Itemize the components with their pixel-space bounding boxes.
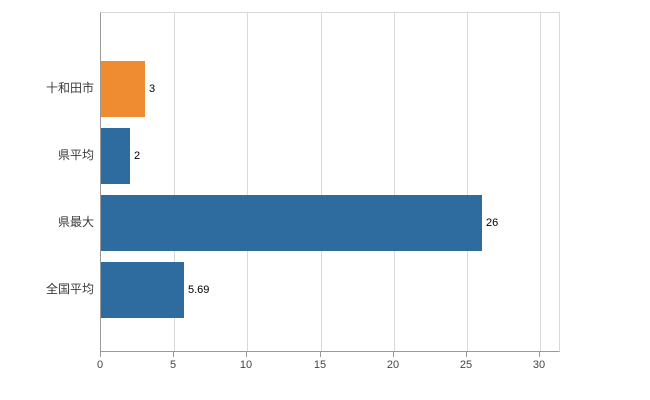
bar xyxy=(101,195,482,251)
bar-value-label: 26 xyxy=(486,217,499,229)
x-axis-tick xyxy=(393,352,394,357)
x-axis-tick xyxy=(246,352,247,357)
bar xyxy=(101,262,184,318)
gridline xyxy=(321,13,322,351)
y-axis-category-label: 全国平均 xyxy=(45,282,94,296)
x-axis-tick-label: 20 xyxy=(386,359,400,371)
gridline xyxy=(540,13,541,351)
x-axis-tick-label: 10 xyxy=(239,359,253,371)
x-axis-tick xyxy=(173,352,174,357)
x-axis-tick-label: 15 xyxy=(313,359,327,371)
x-axis-tick xyxy=(100,352,101,357)
plot-area: 3 2 26 5.69 xyxy=(100,12,560,352)
bar-value-label: 2 xyxy=(134,150,141,162)
y-axis-category-label: 十和田市 xyxy=(45,81,94,95)
x-axis-tick xyxy=(466,352,467,357)
bar-value-label: 5.69 xyxy=(188,284,210,296)
x-axis-tick xyxy=(539,352,540,357)
gridline xyxy=(467,13,468,351)
bar xyxy=(101,61,145,117)
gridline xyxy=(394,13,395,351)
gridline xyxy=(247,13,248,351)
x-axis-tick xyxy=(320,352,321,357)
gridline xyxy=(174,13,175,351)
x-axis-tick-label: 30 xyxy=(532,359,546,371)
x-axis-tick-label: 0 xyxy=(96,359,104,371)
x-axis-tick-label: 5 xyxy=(169,359,177,371)
x-axis-tick-label: 25 xyxy=(459,359,473,371)
bar xyxy=(101,128,130,184)
bar-value-label: 3 xyxy=(149,83,156,95)
y-axis-category-label: 県平均 xyxy=(57,148,94,162)
y-axis-category-label: 県最大 xyxy=(57,215,94,229)
